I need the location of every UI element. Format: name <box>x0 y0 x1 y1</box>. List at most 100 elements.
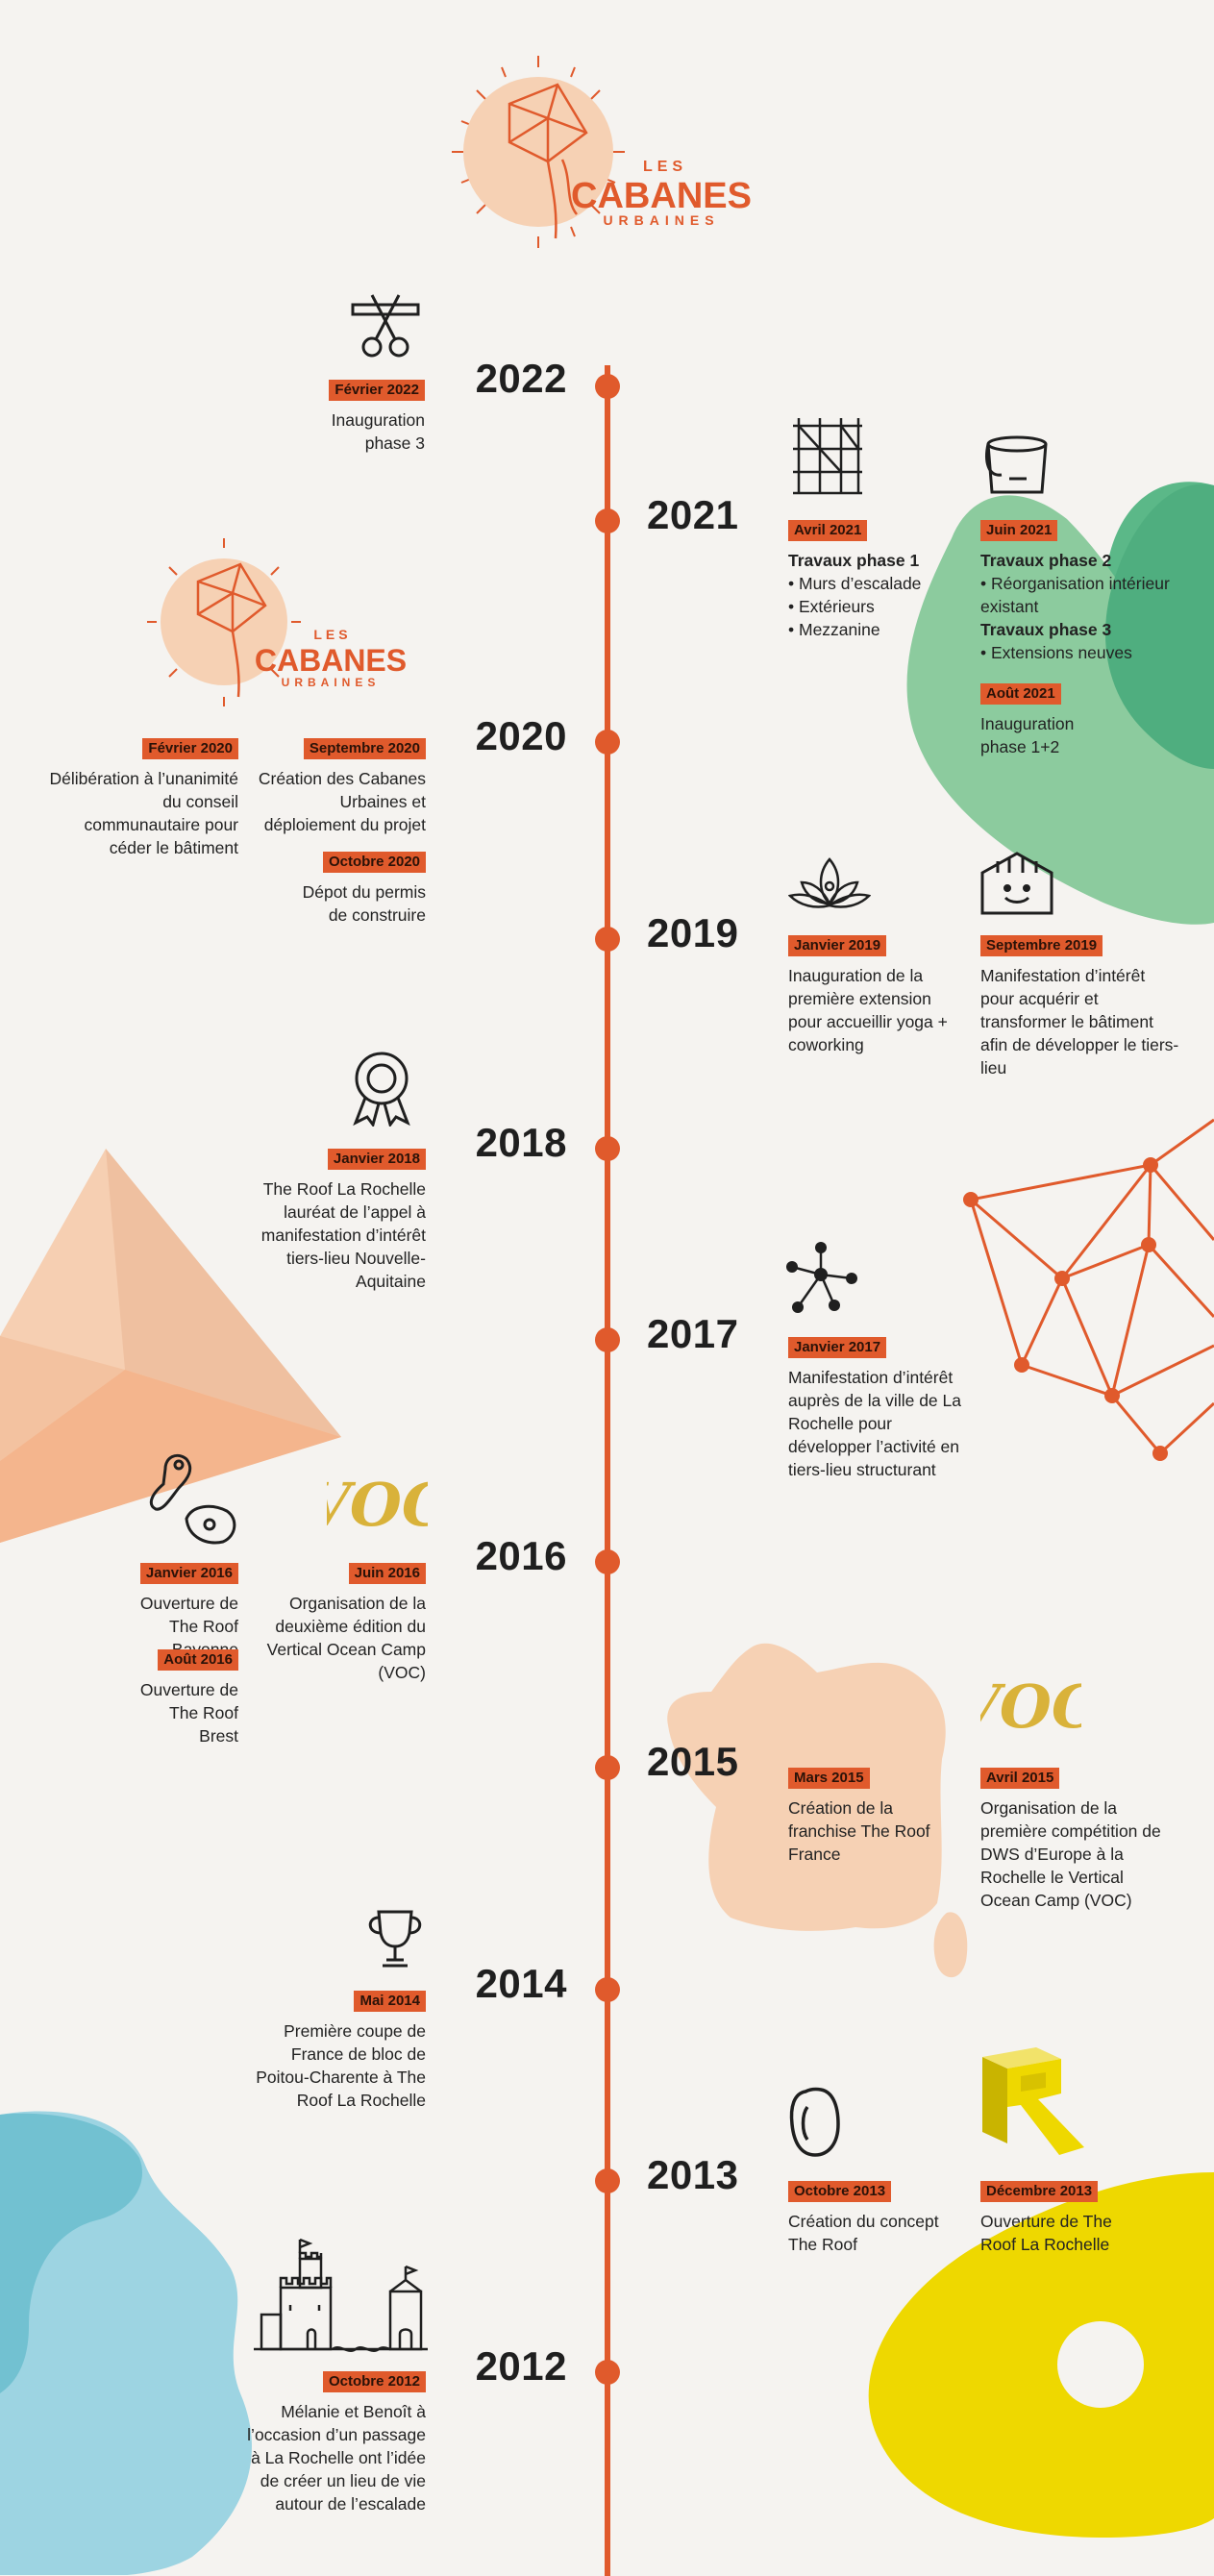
event-date-tag: Mai 2014 <box>354 1991 426 2012</box>
event-2021-phase2-3: Juin 2021 Travaux phase 2 • Réorganisati… <box>980 517 1173 664</box>
event-text: Inauguration phase 3 <box>331 410 425 453</box>
event-date-tag: Janvier 2017 <box>788 1337 887 1358</box>
event-2016-voc: Juin 2016 Organisation de la deuxième éd… <box>258 1560 426 1684</box>
event-date-tag: Août 2021 <box>980 683 1061 705</box>
event-date-tag: Avril 2021 <box>788 520 868 541</box>
event-2019-manifestation: Septembre 2019 Manifestation d’intérêt p… <box>980 932 1182 1079</box>
timeline-dot-2013 <box>595 2168 620 2193</box>
voc-logo: VOC <box>305 1466 449 1540</box>
event-text: Création des Cabanes Urbaines et déploie… <box>258 769 426 834</box>
climbing-holds-icon <box>144 1451 240 1552</box>
event-text: Ouverture de The Roof Brest <box>139 1680 238 1746</box>
event-text: The Roof La Rochelle lauréat de l’appel … <box>260 1179 426 1291</box>
year-label-2019: 2019 <box>647 910 739 955</box>
event-2015-franchise: Mars 2015 Création de la franchise The R… <box>788 1765 952 1866</box>
event-date-tag: Février 2020 <box>142 738 238 759</box>
event-item: • Extérieurs <box>788 597 875 616</box>
event-text: Inauguration phase 1+2 <box>980 714 1075 756</box>
trophy-icon <box>363 1908 427 1976</box>
event-text: Dépot du permis de construire <box>302 882 426 925</box>
logo-small-text: LES <box>643 159 687 175</box>
logo-sub-text: URBAINES <box>603 212 719 228</box>
event-text: Organisation de la deuxième édition du V… <box>266 1594 426 1682</box>
year-label-2014: 2014 <box>475 1961 567 2006</box>
timeline-dot-2021 <box>595 508 620 533</box>
timeline-dot-2017 <box>595 1327 620 1352</box>
year-label-2015: 2015 <box>647 1739 739 1784</box>
event-2015-voc: Avril 2015 Organisation de la première c… <box>980 1765 1173 1912</box>
carabiner-icon <box>788 2086 842 2164</box>
voc-logo: VOC <box>954 1668 1099 1742</box>
event-date-tag: Janvier 2018 <box>327 1149 426 1170</box>
year-label-2021: 2021 <box>647 492 739 537</box>
timeline-dot-2014 <box>595 1977 620 2002</box>
green-leaf-shape <box>906 495 1214 925</box>
event-date-tag: Septembre 2020 <box>303 738 426 759</box>
event-date-tag: Mars 2015 <box>788 1768 870 1789</box>
event-date-tag: Septembre 2019 <box>980 935 1103 956</box>
event-text: Organisation de la première compétition … <box>980 1798 1161 1910</box>
lotus-icon <box>787 855 872 922</box>
year-label-2016: 2016 <box>475 1533 567 1578</box>
event-date-tag: Juin 2016 <box>348 1563 426 1584</box>
year-label-2013: 2013 <box>647 2152 739 2197</box>
event-item: • Mezzanine <box>788 620 880 639</box>
year-label-2018: 2018 <box>475 1120 567 1165</box>
event-2017-manifestation: Janvier 2017 Manifestation d’intérêt aup… <box>788 1334 966 1481</box>
event-title: Travaux phase 1 <box>788 551 920 570</box>
event-2014-coupe: Mai 2014 Première coupe de France de blo… <box>245 1988 426 2112</box>
timeline-dot-2019 <box>595 927 620 952</box>
event-title: Travaux phase 3 <box>980 620 1112 639</box>
logo-small-text: LES <box>313 627 351 642</box>
year-label-2017: 2017 <box>647 1311 739 1356</box>
smiling-building-icon <box>979 850 1055 922</box>
event-2012-idee: Octobre 2012 Mélanie et Benoît à l’occas… <box>245 2368 426 2515</box>
event-text: Mélanie et Benoît à l’occasion d’un pass… <box>247 2402 426 2514</box>
event-item: • Extensions neuves <box>980 643 1132 662</box>
green-leaf-shape <box>1105 483 1214 769</box>
brand-logo-2020: LES CABANES URBAINES <box>142 533 431 716</box>
event-text: Création de la franchise The Roof France <box>788 1798 930 1864</box>
award-rosette-icon <box>346 1050 417 1131</box>
event-title: Travaux phase 2 <box>980 551 1112 570</box>
logo-main-text: CABANES <box>571 176 752 216</box>
timeline-axis <box>605 365 610 2576</box>
event-2021-inauguration: Août 2021 Inauguration phase 1+2 <box>980 681 1115 758</box>
event-2018-laureat: Janvier 2018 The Roof La Rochelle lauréa… <box>245 1146 426 1293</box>
event-2022-inauguration: Février 2022 Inauguration phase 3 <box>240 377 425 455</box>
timeline-dot-2022 <box>595 374 620 399</box>
event-date-tag: Juin 2021 <box>980 520 1058 541</box>
event-date-tag: Février 2022 <box>329 380 425 401</box>
event-date-tag: Octobre 2012 <box>322 2371 426 2392</box>
event-text: Inauguration de la première extension po… <box>788 966 948 1054</box>
year-label-2022: 2022 <box>475 356 567 401</box>
event-date-tag: Octobre 2013 <box>788 2181 892 2202</box>
logo-main-text: CABANES <box>255 643 407 678</box>
year-label-2012: 2012 <box>475 2343 567 2389</box>
event-text: Création du concept The Roof <box>788 2212 939 2254</box>
event-2013-concept: Octobre 2013 Création du concept The Roo… <box>788 2178 952 2256</box>
event-2016-brest: Août 2016 Ouverture de The Roof Brest <box>91 1647 238 1747</box>
paint-bucket-icon <box>982 433 1055 505</box>
scissors-ribbon-icon <box>351 293 420 365</box>
event-item: • Murs d’escalade <box>788 574 922 593</box>
event-text: Manifestation d’intérêt auprès de la vil… <box>788 1368 961 1479</box>
event-2021-phase1: Avril 2021 Travaux phase 1 • Murs d’esca… <box>788 517 971 641</box>
logo-sub-text: URBAINES <box>282 676 381 689</box>
brand-logo: LES CABANES URBAINES <box>442 46 788 258</box>
event-date-tag: Avril 2015 <box>980 1768 1060 1789</box>
voc-logo-text: VOC <box>980 1672 1081 1740</box>
timeline-dot-2015 <box>595 1755 620 1780</box>
scaffolding-icon <box>791 416 863 500</box>
orange-network-shape <box>969 1118 1214 1456</box>
year-label-2020: 2020 <box>475 713 567 758</box>
timeline-dot-2018 <box>595 1136 620 1161</box>
event-2019-extension: Janvier 2019 Inauguration de la première… <box>788 932 961 1056</box>
yellow-blob-shape <box>868 2172 1214 2538</box>
event-2020-deliberation: Février 2020 Délibération à l’unanimité … <box>48 735 238 859</box>
voc-logo-text: VOC <box>327 1470 428 1538</box>
event-2020-creation: Septembre 2020 Création des Cabanes Urba… <box>245 735 426 836</box>
event-2013-ouverture: Décembre 2013 Ouverture de The Roof La R… <box>980 2178 1125 2256</box>
timeline-dot-2016 <box>595 1549 620 1574</box>
event-date-tag: Janvier 2019 <box>788 935 887 956</box>
